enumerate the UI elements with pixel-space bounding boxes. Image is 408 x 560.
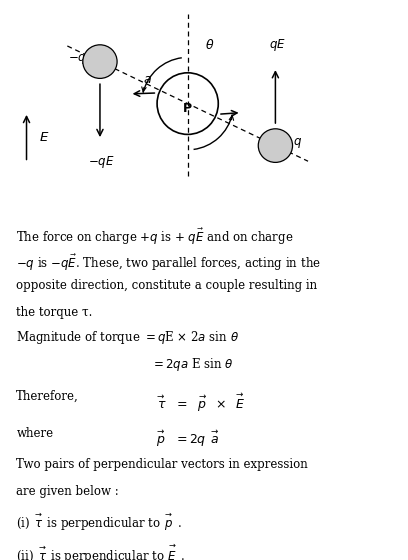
- Ellipse shape: [83, 45, 117, 78]
- Text: $-qE$: $-qE$: [88, 154, 115, 170]
- Text: Two pairs of perpendicular vectors in expression: Two pairs of perpendicular vectors in ex…: [16, 459, 308, 472]
- Text: $qE$: $qE$: [269, 37, 286, 53]
- Text: (i) $\overset{\rightarrow}{\tau}$ is perpendicular to $\overset{\rightarrow}{p}$: (i) $\overset{\rightarrow}{\tau}$ is per…: [16, 512, 182, 534]
- Text: $\overset{\rightarrow}{\tau}$  $=$  $\overset{\rightarrow}{p}$  $\times$  $\over: $\overset{\rightarrow}{\tau}$ $=$ $\over…: [155, 390, 245, 414]
- Text: $\theta$: $\theta$: [205, 38, 215, 52]
- Text: The force on charge $+q$ is $+$ $q\vec{E}$ and on charge: The force on charge $+q$ is $+$ $q\vec{E…: [16, 227, 294, 247]
- Text: $-q$: $-q$: [68, 52, 87, 66]
- Text: $E$: $E$: [39, 130, 49, 144]
- Text: $= 2qa$ E sin $\theta$: $= 2qa$ E sin $\theta$: [151, 356, 234, 373]
- Text: where: where: [16, 427, 53, 440]
- Text: Therefore,: Therefore,: [16, 390, 79, 403]
- Text: P: P: [183, 101, 192, 115]
- Text: are given below :: are given below :: [16, 485, 119, 498]
- Text: $\overset{\rightarrow}{p}$  $= 2q$ $\overset{\rightarrow}{a}$: $\overset{\rightarrow}{p}$ $= 2q$ $\over…: [155, 427, 220, 449]
- Text: Magnitude of torque $= q$E $\times$ 2$a$ sin $\theta$: Magnitude of torque $= q$E $\times$ 2$a$…: [16, 329, 239, 347]
- Ellipse shape: [258, 129, 293, 162]
- Text: $q$: $q$: [293, 136, 302, 150]
- Text: opposite direction, constitute a couple resulting in: opposite direction, constitute a couple …: [16, 279, 317, 292]
- Text: $a$: $a$: [143, 73, 152, 86]
- Text: $-q$ is $-q\vec{E}$. These, two parallel forces, acting in the: $-q$ is $-q\vec{E}$. These, two parallel…: [16, 253, 321, 273]
- Text: (ii) $\overset{\rightarrow}{\tau}$ is perpendicular to $\overset{\rightarrow}{E}: (ii) $\overset{\rightarrow}{\tau}$ is pe…: [16, 543, 186, 560]
- Text: the torque τ.: the torque τ.: [16, 306, 93, 319]
